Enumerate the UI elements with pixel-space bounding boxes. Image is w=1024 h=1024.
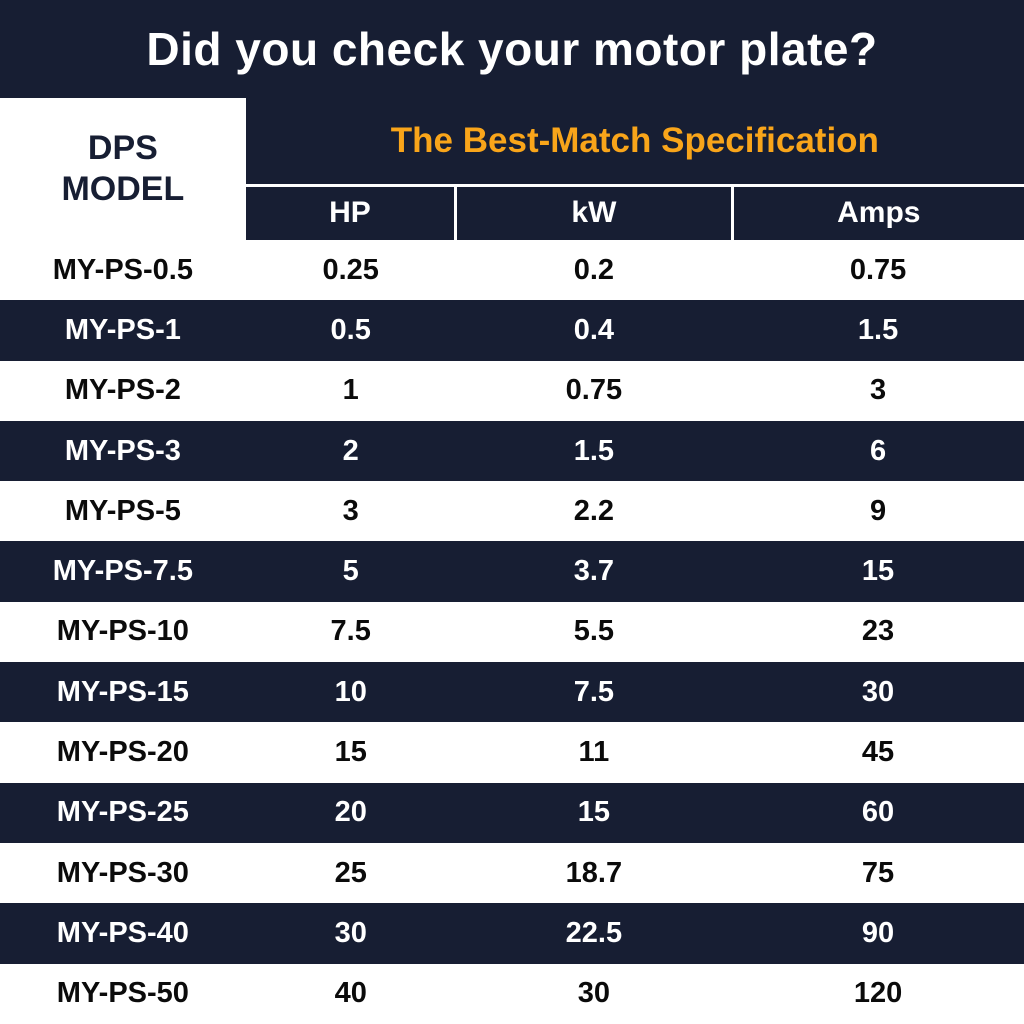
value-cell: 45 [861,736,895,769]
model-cell: MY-PS-20 [56,736,189,769]
value-cell: 90 [861,916,895,949]
value-cell: 9 [869,494,887,527]
value-cell: 20 [334,796,367,829]
value-cell: 3 [869,374,887,407]
model-cell: MY-PS-25 [56,796,189,829]
model-cell: MY-PS-40 [56,916,189,949]
value-cell: 30 [577,977,611,1010]
spec-table-header: DPS MODEL The Best-Match Specification H… [0,98,1024,240]
model-column-header: DPS MODEL [0,98,246,240]
spec-table: DPS MODEL The Best-Match Specification H… [0,98,1024,1024]
model-cell: MY-PS-5 [64,494,181,527]
table-row: MY-PS-0.5 0.25 0.2 0.75 [0,240,1024,301]
value-cell: 5.5 [573,615,615,648]
value-cell: 10 [334,675,367,708]
column-header-hp: HP [245,185,456,240]
value-cell: 40 [334,977,367,1010]
value-cell: 7.5 [573,675,615,708]
value-cell: 1 [342,374,359,407]
value-cell: 120 [853,977,903,1010]
value-cell: 7.5 [330,615,371,648]
value-cell: 75 [861,856,895,889]
value-cell: 15 [577,796,611,829]
value-cell: 3.7 [573,555,615,588]
table-row: MY-PS-10 7.5 5.5 23 [0,601,1024,663]
table-row: MY-PS-25 20 15 60 [0,782,1024,843]
value-cell: 0.5 [330,313,371,346]
model-cell: MY-PS-50 [56,977,189,1010]
model-cell: MY-PS-0.5 [52,253,193,286]
table-row: MY-PS-40 30 22.5 90 [0,903,1024,964]
table-row: MY-PS-3 2 1.5 6 [0,420,1024,482]
table-row: MY-PS-2 1 0.75 3 [0,360,1024,421]
page-title: Did you check your motor plate? [0,0,1024,98]
value-cell: 1.5 [573,434,615,467]
table-row: MY-PS-5 3 2.2 9 [0,481,1024,542]
table-row: MY-PS-20 15 11 45 [0,722,1024,783]
value-cell: 0.25 [322,253,379,286]
value-cell: 0.2 [573,253,615,286]
value-cell: 2 [342,434,359,467]
column-header-row: HP kW Amps [0,185,1024,240]
model-cell: MY-PS-10 [56,615,189,648]
value-cell: 30 [334,916,367,949]
model-cell: MY-PS-7.5 [52,555,193,588]
model-cell: MY-PS-2 [64,374,181,407]
value-cell: 23 [861,615,895,648]
table-row: MY-PS-50 40 30 120 [0,963,1024,1024]
model-cell: MY-PS-1 [64,313,181,346]
model-cell: MY-PS-15 [56,675,189,708]
value-cell: 11 [578,736,610,769]
value-cell: 5 [342,555,359,588]
value-cell: 25 [334,856,367,889]
value-cell: 15 [334,736,367,769]
column-header-amps: Amps [730,185,1024,240]
spec-group-header: The Best-Match Specification [245,98,1024,187]
value-cell: 22.5 [565,916,623,949]
table-row: MY-PS-1 0.5 0.4 1.5 [0,300,1024,361]
value-cell: 3 [342,494,359,527]
value-cell: 18.7 [565,856,623,889]
value-cell: 2.2 [573,494,615,527]
value-cell: 60 [861,796,895,829]
spec-table-body: MY-PS-0.5 0.25 0.2 0.75 MY-PS-1 0.5 0.4 1.5 MY-P… [0,240,1024,1024]
value-cell: 30 [861,675,895,708]
table-row: MY-PS-30 25 18.7 75 [0,842,1024,904]
spec-header-row: DPS MODEL The Best-Match Specification [0,98,1024,240]
value-cell: 0.75 [849,253,907,286]
model-cell: MY-PS-3 [64,434,181,467]
value-cell: 1.5 [857,313,899,346]
value-cell: 0.4 [573,313,615,346]
table-row: MY-PS-15 10 7.5 30 [0,662,1024,723]
column-header-kw: kW [454,185,733,240]
table-row: MY-PS-7.5 5 3.7 15 [0,541,1024,602]
value-cell: 0.75 [565,374,623,407]
model-cell: MY-PS-30 [56,856,189,889]
value-cell: 15 [861,555,895,588]
value-cell: 6 [869,434,887,467]
